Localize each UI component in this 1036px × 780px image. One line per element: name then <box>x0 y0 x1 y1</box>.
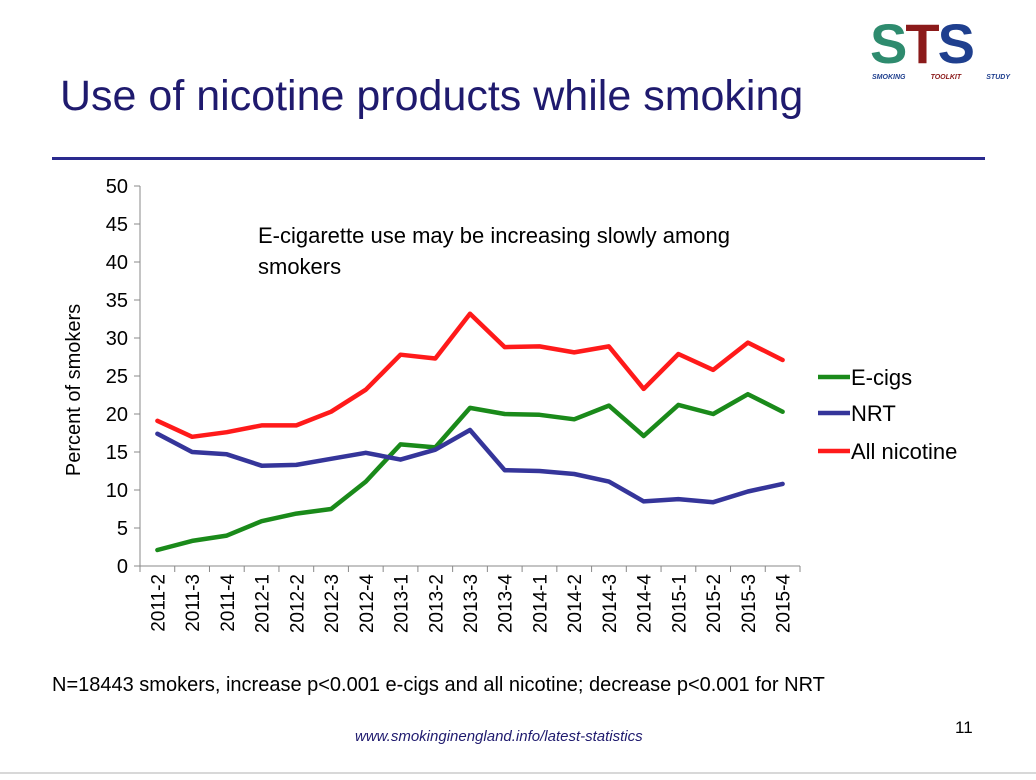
page-number: 11 <box>955 718 973 737</box>
y-tick-label: 35 <box>106 290 128 312</box>
legend-label: E-cigs <box>851 365 912 390</box>
bottom-divider <box>0 772 1036 774</box>
y-tick-label: 25 <box>106 366 128 388</box>
x-tick-label: 2014-1 <box>530 574 551 633</box>
series-line-nrt <box>155 427 785 505</box>
x-tick-label: 2012-1 <box>253 574 274 633</box>
y-tick-label: 20 <box>106 404 128 426</box>
x-tick-label: 2012-4 <box>357 574 378 634</box>
y-tick-label: 0 <box>117 556 128 578</box>
y-tick-label: 5 <box>117 518 128 540</box>
logo-words: SMOKING TOOLKIT STUDY <box>872 74 1010 81</box>
x-axis: 2011-2 2011-3 2011-4 2012-1 2012-2 2012-3 2012… <box>139 565 801 634</box>
x-tick-label: 2015-3 <box>739 574 760 633</box>
y-tick-label: 50 <box>106 176 128 198</box>
x-tick-label: 2014-2 <box>565 574 586 633</box>
series-line-e-cigs <box>155 391 785 553</box>
series-line-all-nicotine <box>155 311 785 440</box>
y-tick-label: 10 <box>106 480 128 502</box>
y-axis-label: Percent of smokers <box>63 304 85 476</box>
legend: E-cigs NRT All nicotine <box>818 365 957 464</box>
x-tick-label: 2013-4 <box>496 574 517 634</box>
x-tick-label: 2013-2 <box>426 574 447 633</box>
slide-title: Use of nicotine products while smoking <box>60 72 804 120</box>
x-tick-label: 2012-2 <box>287 574 308 633</box>
logo-letters: STS <box>870 12 975 75</box>
chart-annotation-line-2: smokers <box>258 254 341 279</box>
x-tick-label: 2014-4 <box>635 574 656 634</box>
x-tick-label: 2014-3 <box>600 574 621 633</box>
x-tick-label: 2011-2 <box>148 574 169 632</box>
legend-label: All nicotine <box>851 439 957 464</box>
series-lines <box>155 311 785 553</box>
y-tick-label: 45 <box>106 214 128 236</box>
sts-logo: STS SMOKING TOOLKIT STUDY <box>868 16 1010 100</box>
title-divider <box>52 157 985 160</box>
x-tick-label: 2011-3 <box>183 574 204 632</box>
y-tick-label: 15 <box>106 442 128 464</box>
x-tick-label: 2013-3 <box>461 574 482 633</box>
x-tick-label: 2015-1 <box>669 574 690 633</box>
source-url[interactable]: www.smokinginengland.info/latest-statist… <box>355 728 643 745</box>
y-tick-label: 40 <box>106 252 128 274</box>
y-tick-label: 30 <box>106 328 128 350</box>
x-tick-label: 2011-4 <box>218 574 239 632</box>
chart-annotation-line-1: E-cigarette use may be increasing slowly… <box>258 223 730 248</box>
x-tick-label: 2012-3 <box>322 574 343 633</box>
x-tick-label: 2015-4 <box>774 574 795 634</box>
y-axis: 0 5 10 15 20 25 30 35 40 45 50 <box>106 176 141 578</box>
x-tick-label: 2015-2 <box>704 574 725 633</box>
x-tick-label: 2013-1 <box>392 574 413 633</box>
footnote: N=18443 smokers, increase p<0.001 e-cigs… <box>52 674 825 696</box>
legend-label: NRT <box>851 401 896 426</box>
